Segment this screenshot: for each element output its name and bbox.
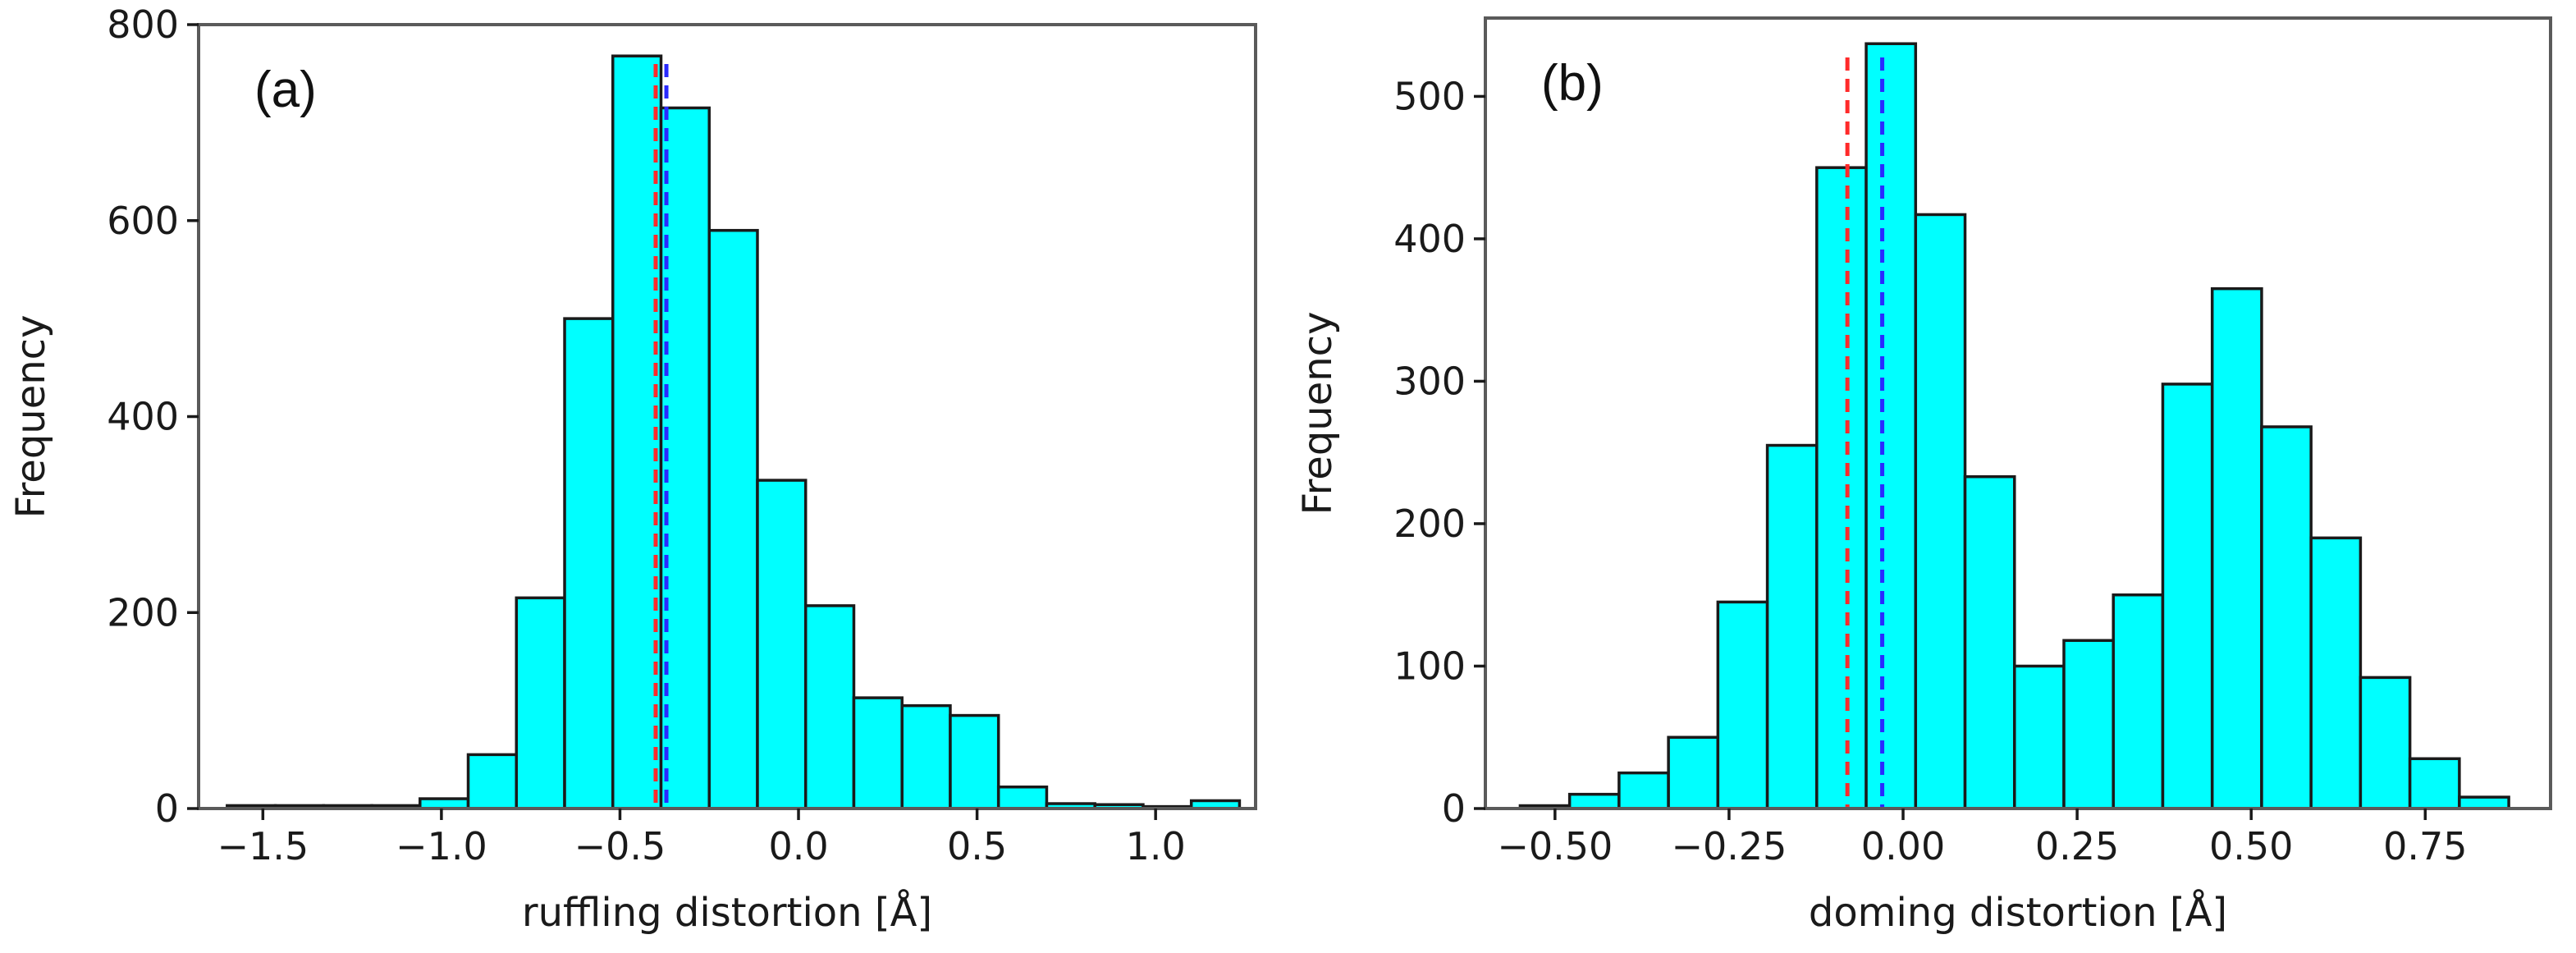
histogram-bar <box>466 753 519 810</box>
histogram-bar <box>852 696 904 810</box>
x-axis-label-b: doming distortion [Å] <box>1809 889 2227 936</box>
x-tick-label: −0.50 <box>1497 824 1613 868</box>
reference-lines-a <box>653 64 669 809</box>
histogram-bar <box>1765 443 1819 810</box>
y-tick-label: 400 <box>1393 217 1466 261</box>
histogram-bar <box>1963 474 2016 810</box>
axes-frame-b <box>1484 16 2552 810</box>
histogram-bar <box>900 703 952 810</box>
x-tick-label: 0.25 <box>2035 824 2119 868</box>
x-tick-label: −1.0 <box>396 824 487 868</box>
x-ticks-b: −0.50 −0.25 0.00 0.25 0.50 0.75 <box>1497 809 2468 868</box>
x-tick-label: 0.50 <box>2209 824 2293 868</box>
histogram-bar <box>2309 536 2363 810</box>
y-tick-label: 800 <box>107 2 179 47</box>
histogram-bar <box>1617 771 1670 810</box>
histogram-panel-b: −0.50 −0.25 0.00 0.25 0.50 0.75 0 100 200 300 400… <box>1295 16 2552 936</box>
histogram-bar <box>2062 639 2115 810</box>
histogram-bar <box>1716 600 1769 810</box>
histogram-bar <box>707 228 759 810</box>
y-tick-label: 600 <box>107 199 179 243</box>
x-tick-label: 0.5 <box>947 824 1007 868</box>
histogram-bar <box>756 479 808 810</box>
x-tick-label: 0.0 <box>768 824 828 868</box>
y-axis-label-b: Frequency <box>1295 312 1341 515</box>
histogram-bar <box>1865 42 1918 810</box>
y-tick-label: 100 <box>1393 644 1466 688</box>
histogram-bar <box>2210 286 2263 810</box>
histogram-bar <box>659 106 711 810</box>
x-tick-label: −0.5 <box>574 824 666 868</box>
y-tick-label: 200 <box>1393 502 1466 546</box>
y-axis-label-a: Frequency <box>8 315 54 519</box>
histogram-bar <box>2112 593 2165 810</box>
histogram-bar <box>1567 792 1621 810</box>
histogram-bar <box>1667 735 1720 810</box>
histogram-bar <box>2260 425 2313 810</box>
x-ticks-a: −1.5 −1.0 −0.5 0.0 0.5 1.0 <box>217 809 1186 868</box>
histogram-bar <box>2458 795 2510 810</box>
y-tick-label: 0 <box>1442 786 1466 831</box>
histogram-bar <box>515 596 566 810</box>
panel-label-a: (a) <box>254 62 317 118</box>
y-tick-label: 400 <box>107 395 179 439</box>
histogram-bar <box>2013 664 2066 810</box>
histogram-bar <box>949 713 1000 810</box>
y-tick-label: 500 <box>1393 74 1466 118</box>
x-tick-label: −1.5 <box>217 824 309 868</box>
y-ticks-a: 0 200 400 600 800 <box>107 2 199 831</box>
histogram-bar <box>2408 757 2461 810</box>
bars-group-b <box>1518 42 2510 810</box>
y-tick-label: 200 <box>107 590 179 635</box>
y-tick-label: 0 <box>155 786 179 831</box>
y-ticks-b: 0 100 200 300 400 500 <box>1393 74 1485 831</box>
x-tick-label: 0.00 <box>1861 824 1945 868</box>
histogram-bar <box>803 604 856 810</box>
panel-label-b: (b) <box>1541 55 1604 112</box>
reference-lines-b <box>1845 57 1885 809</box>
histogram-bar <box>1914 213 1967 810</box>
x-tick-label: −0.25 <box>1671 824 1787 868</box>
histogram-bar <box>1815 166 1868 810</box>
x-tick-label: 1.0 <box>1126 824 1186 868</box>
histogram-bar <box>563 317 615 810</box>
histogram-bar <box>2161 383 2214 810</box>
x-axis-label-a: ruffling distortion [Å] <box>522 889 932 936</box>
histogram-bar <box>2359 676 2412 810</box>
histogram-bar <box>996 785 1049 810</box>
y-tick-label: 300 <box>1393 359 1466 403</box>
x-tick-label: 0.75 <box>2383 824 2467 868</box>
bars-group-a <box>226 54 1242 810</box>
